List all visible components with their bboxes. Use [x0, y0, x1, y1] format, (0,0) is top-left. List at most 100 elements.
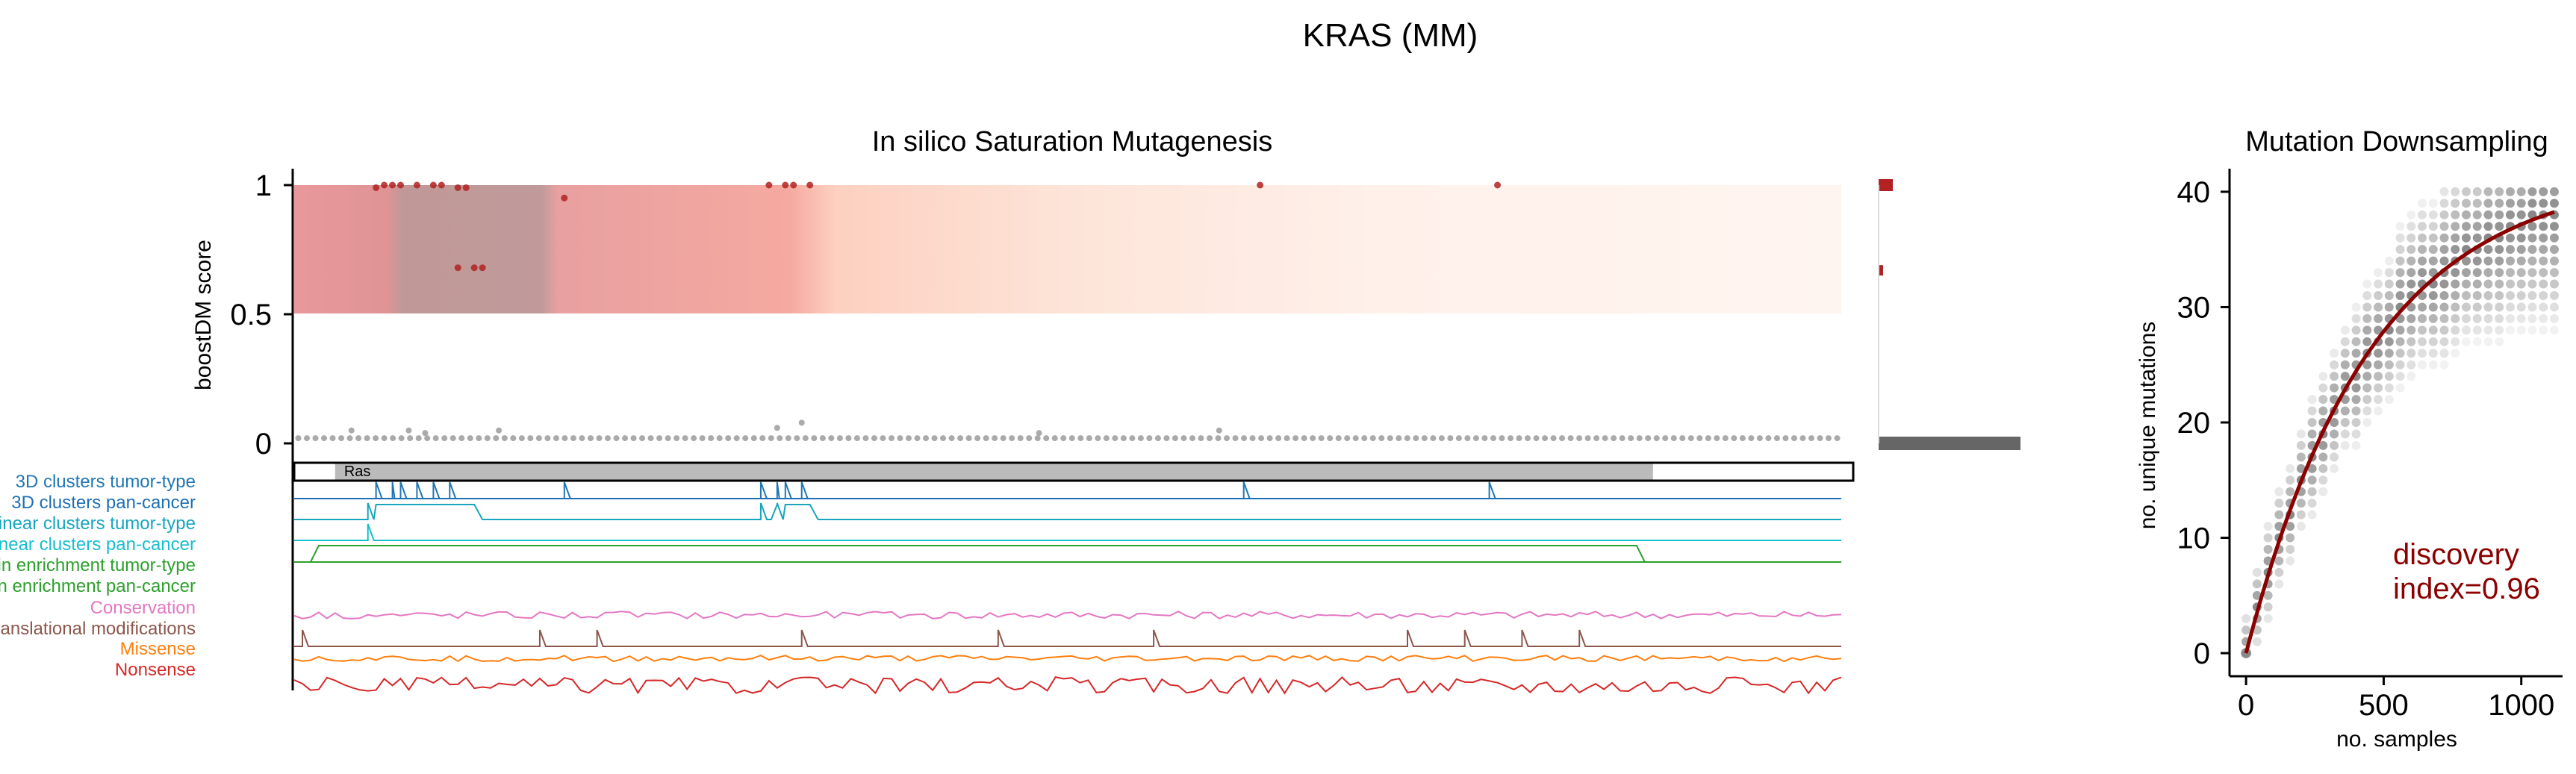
passenger-point [733, 435, 740, 442]
downsampling-point [2495, 245, 2504, 255]
passenger-point [476, 435, 482, 442]
downsampling-point [2483, 337, 2493, 346]
downsampling-point [2461, 187, 2471, 196]
passenger-point [579, 435, 585, 442]
passenger-point [518, 435, 525, 442]
passenger-point [1369, 435, 1376, 442]
saturation-mutagenesis-panel: In silico Saturation Mutagenesis 00.51 b… [0, 126, 2020, 695]
downsampling-point [2549, 256, 2559, 266]
downsampling-point [2318, 440, 2328, 450]
passenger-point [1455, 435, 1462, 442]
passenger-point [656, 435, 663, 442]
passenger-point [931, 435, 938, 442]
passenger-point [785, 435, 791, 442]
downsampling-point [2395, 325, 2405, 335]
passenger-point [1799, 435, 1806, 442]
main-y-tick-label: 0 [255, 428, 272, 461]
downsampling-point [2407, 349, 2416, 358]
passenger-point [1043, 435, 1050, 442]
passenger-point [1036, 430, 1042, 437]
passenger-point [329, 435, 336, 442]
downsampling-point [2527, 199, 2537, 208]
feature-track-line [293, 611, 1842, 619]
downsampling-point [2428, 256, 2438, 266]
passenger-point [1525, 435, 1531, 442]
side-histogram-bar [1879, 179, 1893, 191]
passenger-point [974, 435, 981, 442]
feature-track-label: Domain enrichment pan-cancer [0, 576, 196, 596]
passenger-point [1000, 435, 1007, 442]
downsampling-point [2516, 233, 2526, 243]
downsampling-point [2263, 545, 2273, 554]
driver-point [806, 181, 814, 189]
passenger-point [1404, 435, 1410, 442]
downsampling-point [2362, 372, 2372, 381]
passenger-point [1705, 435, 1711, 442]
downsampling-point [2505, 268, 2515, 278]
passenger-point [449, 435, 456, 442]
passenger-point [1619, 435, 1625, 442]
passenger-point [819, 435, 826, 442]
downsampling-point [2549, 313, 2559, 323]
downsampling-y-tick-label: 20 [2177, 407, 2211, 440]
downsampling-point [2330, 349, 2339, 358]
downsampling-point [2252, 637, 2262, 646]
passenger-point [587, 435, 594, 442]
passenger-point [1215, 435, 1222, 442]
passenger-point [1301, 435, 1307, 442]
downsampling-point [2395, 349, 2405, 358]
downsampling-point [2384, 279, 2394, 289]
downsampling-point [2539, 291, 2548, 300]
downsampling-point [2428, 360, 2438, 369]
downsampling-point [2483, 279, 2493, 289]
downsampling-point [2549, 245, 2559, 255]
downsampling-point [2351, 383, 2361, 393]
downsampling-point [2539, 245, 2548, 255]
downsampling-point [2418, 256, 2427, 266]
passenger-point [364, 435, 370, 442]
downsampling-point [2428, 349, 2438, 358]
downsampling-point [2384, 372, 2394, 381]
passenger-point [1593, 435, 1600, 442]
downsampling-point [2407, 245, 2416, 255]
downsampling-point [2263, 533, 2273, 543]
downsampling-point [2330, 418, 2339, 427]
downsampling-point [2439, 337, 2449, 346]
passenger-point [432, 435, 439, 442]
passenger-point [613, 435, 620, 442]
passenger-point [1817, 435, 1823, 442]
passenger-point [1086, 435, 1092, 442]
downsampling-point [2252, 590, 2262, 600]
passenger-point [1507, 435, 1513, 442]
downsampling-point [2505, 210, 2515, 219]
passenger-point [484, 435, 491, 442]
downsampling-point [2505, 256, 2515, 266]
downsampling-point [2461, 279, 2471, 289]
downsampling-point [2428, 233, 2438, 243]
passenger-point [553, 435, 559, 442]
downsampling-point [2483, 199, 2493, 208]
downsampling-point [2527, 256, 2537, 266]
downsampling-point [2539, 268, 2548, 278]
downsampling-point [2505, 233, 2515, 243]
downsampling-point [2384, 302, 2394, 312]
downsampling-point [2395, 383, 2405, 393]
downsampling-point [2296, 440, 2306, 450]
downsampling-point [2461, 337, 2471, 346]
downsampling-point [2495, 199, 2504, 208]
downsampling-point [2362, 302, 2372, 312]
downsampling-point [2362, 395, 2372, 405]
passenger-point [1834, 435, 1841, 442]
downsampling-point [2318, 487, 2328, 496]
downsampling-point [2472, 233, 2482, 243]
downsampling-point [2395, 222, 2405, 231]
passenger-point [948, 435, 955, 442]
passenger-point [983, 435, 989, 442]
passenger-point [510, 435, 517, 442]
passenger-point [742, 435, 749, 442]
downsampling-point [2539, 325, 2548, 335]
downsampling-point [2516, 187, 2526, 196]
passenger-point [535, 435, 542, 442]
downsampling-point [2483, 210, 2493, 219]
downsampling-point [2362, 383, 2372, 393]
